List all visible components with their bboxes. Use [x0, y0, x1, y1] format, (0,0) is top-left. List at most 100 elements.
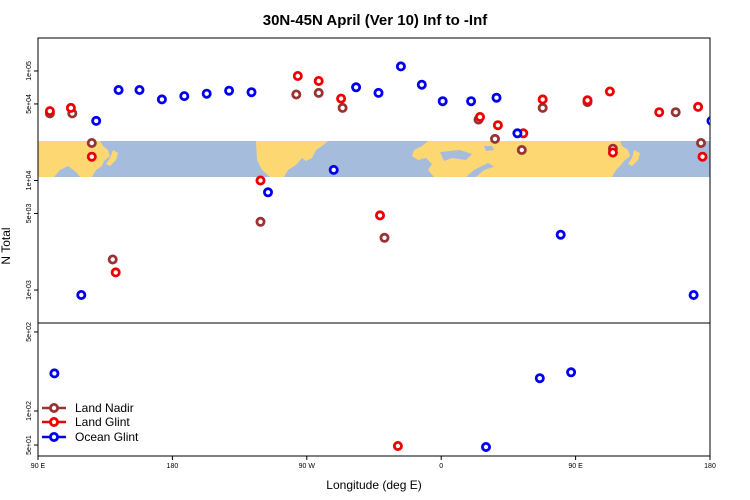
point-land-nadir [696, 137, 707, 148]
point-land-glint [720, 269, 727, 276]
point-ocean-glint [351, 82, 362, 93]
land-asia-left [38, 141, 110, 177]
point-land-glint [604, 86, 615, 97]
point-land-glint [336, 93, 347, 104]
y-axis-top: 1e+03 5e+03 1e+04 5e+04 1e+05 [26, 61, 38, 300]
point-land-nadir [291, 89, 302, 100]
point-ocean-glint [491, 92, 502, 103]
point-land-nadir [107, 254, 118, 265]
point-ocean-glint [224, 85, 235, 96]
point-land-glint [374, 210, 385, 221]
y-axis-bottom: 5e+01 1e+02 5e+02 [26, 322, 38, 455]
y-top-tick-label: 5e+04 [26, 94, 33, 114]
x-tick-label: 90 E [31, 463, 46, 470]
x-axis-label: Longitude (deg E) [326, 478, 421, 492]
point-land-glint [44, 106, 55, 117]
point-ocean-glint [76, 289, 87, 300]
y-top-tick-label: 1e+04 [26, 171, 33, 191]
point-ocean-glint [437, 96, 448, 107]
y-top-tick-label: 1e+03 [26, 280, 33, 300]
point-land-glint [110, 267, 121, 278]
point-ocean-glint [328, 164, 339, 175]
land-japan-left [106, 150, 118, 166]
legend-marker-land-nadir [49, 402, 60, 413]
point-land-nadir [489, 133, 500, 144]
point-land-nadir [718, 256, 725, 263]
point-land-nadir [86, 137, 97, 148]
legend-entry-land-nadir: Land Nadir [42, 401, 134, 415]
mediterranean-sea [440, 150, 472, 161]
x-tick-label: 180 [167, 463, 179, 470]
point-land-nadir [337, 102, 348, 113]
point-ocean-glint [688, 289, 699, 300]
x-tick-label: 180 [704, 463, 716, 470]
point-land-glint [492, 120, 503, 131]
legend-marker-ocean-glint [49, 431, 60, 442]
land-north-america [256, 141, 328, 177]
legend-label-land-glint: Land Glint [75, 415, 130, 429]
legend-marker-land-glint [49, 416, 60, 427]
legend-label-ocean-glint: Ocean Glint [75, 430, 139, 444]
y-bottom-tick-label: 1e+02 [26, 401, 33, 421]
y-bottom-tick-label: 5e+01 [26, 435, 33, 455]
point-land-glint [693, 101, 704, 112]
point-ocean-glint [179, 91, 190, 102]
y-bottom-tick-label: 5e+02 [26, 322, 33, 342]
point-land-glint [65, 102, 76, 113]
point-land-glint [392, 440, 403, 451]
y-top-tick-label: 1e+05 [26, 61, 33, 81]
legend-entry-ocean-glint: Ocean Glint [42, 430, 139, 444]
point-ocean-glint [512, 128, 523, 139]
point-ocean-glint [156, 94, 167, 105]
point-ocean-glint [706, 116, 710, 126]
point-land-nadir [670, 107, 681, 118]
x-tick-label: 90 E [568, 463, 583, 470]
x-axis: 90 E 180 90 W 0 90 E 180 [31, 456, 716, 470]
point-ocean-glint [262, 187, 273, 198]
point-ocean-glint [91, 115, 102, 126]
legend-entry-land-glint: Land Glint [42, 415, 130, 429]
chart-title: 30N-45N April (Ver 10) Inf to -Inf [263, 12, 488, 29]
point-land-glint [607, 147, 618, 158]
x-tick-label: 90 W [299, 463, 316, 470]
point-land-glint [474, 112, 485, 123]
legend-label-land-nadir: Land Nadir [75, 401, 134, 415]
point-land-glint [654, 107, 665, 118]
point-ocean-glint [134, 85, 145, 96]
point-land-glint [313, 76, 324, 87]
point-land-nadir [516, 144, 527, 155]
point-land-glint [582, 95, 593, 106]
point-land-glint [537, 94, 548, 105]
point-land-glint [292, 71, 303, 82]
point-ocean-glint [49, 368, 60, 379]
map-band [38, 141, 710, 177]
point-ocean-glint [466, 96, 477, 107]
point-ocean-glint [201, 88, 212, 99]
land-asia-right [476, 141, 630, 177]
point-land-nadir [379, 232, 390, 243]
plot-frame [37, 37, 711, 457]
point-ocean-glint [534, 373, 545, 384]
point-land-glint [255, 175, 266, 186]
y-top-tick-label: 5e+03 [26, 204, 33, 224]
black-caspian-sea [484, 146, 494, 151]
point-land-nadir [313, 87, 324, 98]
y-axis-label: N Total [0, 227, 13, 264]
point-land-nadir [537, 102, 548, 113]
land-japan-right [628, 150, 640, 166]
point-ocean-glint [566, 367, 577, 378]
data-points [44, 61, 737, 452]
point-land-glint [697, 151, 708, 162]
point-ocean-glint [373, 87, 384, 98]
point-ocean-glint [730, 86, 737, 93]
point-land-nadir [255, 216, 266, 227]
point-land-glint [86, 151, 97, 162]
point-ocean-glint [246, 87, 257, 98]
point-ocean-glint [416, 79, 427, 90]
legend: Land Nadir Land Glint Ocean Glint [42, 401, 139, 444]
point-ocean-glint [113, 85, 124, 96]
point-ocean-glint [555, 229, 566, 240]
point-ocean-glint [480, 441, 491, 452]
x-tick-label: 0 [439, 463, 443, 470]
